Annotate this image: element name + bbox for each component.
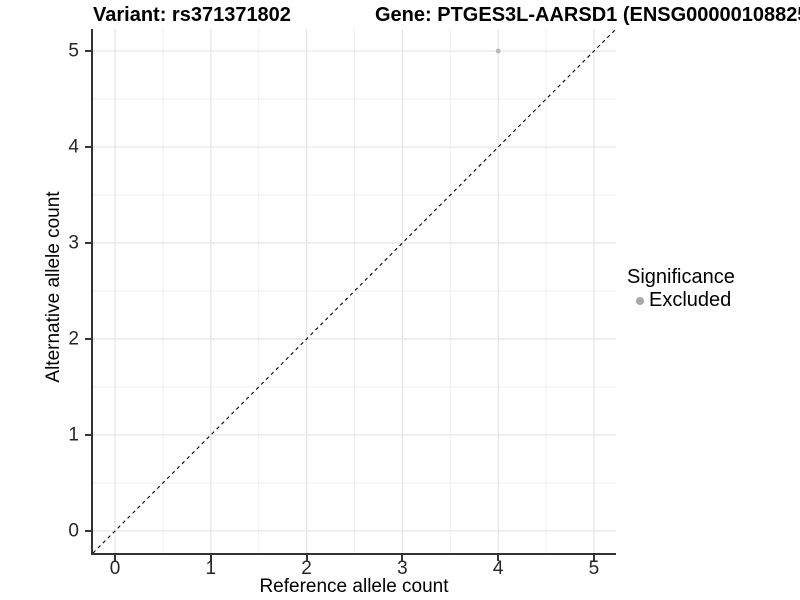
legend: Significance Excluded <box>627 266 735 312</box>
y-tick-label: 3 <box>68 232 79 254</box>
x-tick-mark <box>209 555 212 561</box>
y-tick-mark <box>85 529 91 532</box>
plot-canvas <box>93 29 616 553</box>
x-tick-label: 2 <box>301 558 312 579</box>
x-tick-label: 1 <box>205 558 217 579</box>
legend-title: Significance <box>627 266 735 288</box>
identity-line <box>93 29 616 553</box>
y-tick-label: 5 <box>68 40 79 62</box>
x-tick-mark <box>114 555 117 561</box>
plot-title-variant: Variant: rs371371802 <box>93 4 291 26</box>
x-tick-mark <box>497 555 500 561</box>
x-tick-mark <box>305 555 308 561</box>
y-tick-mark <box>85 50 91 53</box>
y-tick-label: 2 <box>68 328 79 350</box>
y-tick-label: 1 <box>68 424 79 446</box>
y-axis-title: Alternative allele count <box>43 191 64 383</box>
legend-items: Excluded <box>627 289 735 312</box>
x-axis-title: Reference allele count <box>259 576 449 597</box>
x-tick-label: 5 <box>588 558 600 579</box>
plot-panel <box>91 29 616 555</box>
y-tick-mark <box>85 433 91 436</box>
y-tick-mark <box>85 146 91 149</box>
x-tick-label: 3 <box>397 558 408 579</box>
data-point <box>495 48 501 54</box>
y-tick-label: 0 <box>68 520 79 542</box>
legend-item-label: Excluded <box>649 289 732 311</box>
x-tick-mark <box>401 555 404 561</box>
y-tick-mark <box>85 242 91 244</box>
x-tick-label: 4 <box>492 558 504 579</box>
plot-title-gene: Gene: PTGES3L-AARSD1 (ENSG00000108825 <box>375 4 800 26</box>
legend-marker-icon <box>636 296 644 305</box>
x-tick-label: 0 <box>109 558 121 579</box>
y-tick-label: 4 <box>68 136 79 158</box>
legend-item: Excluded <box>627 289 735 312</box>
x-tick-mark <box>592 555 595 561</box>
y-tick-mark <box>85 337 91 340</box>
